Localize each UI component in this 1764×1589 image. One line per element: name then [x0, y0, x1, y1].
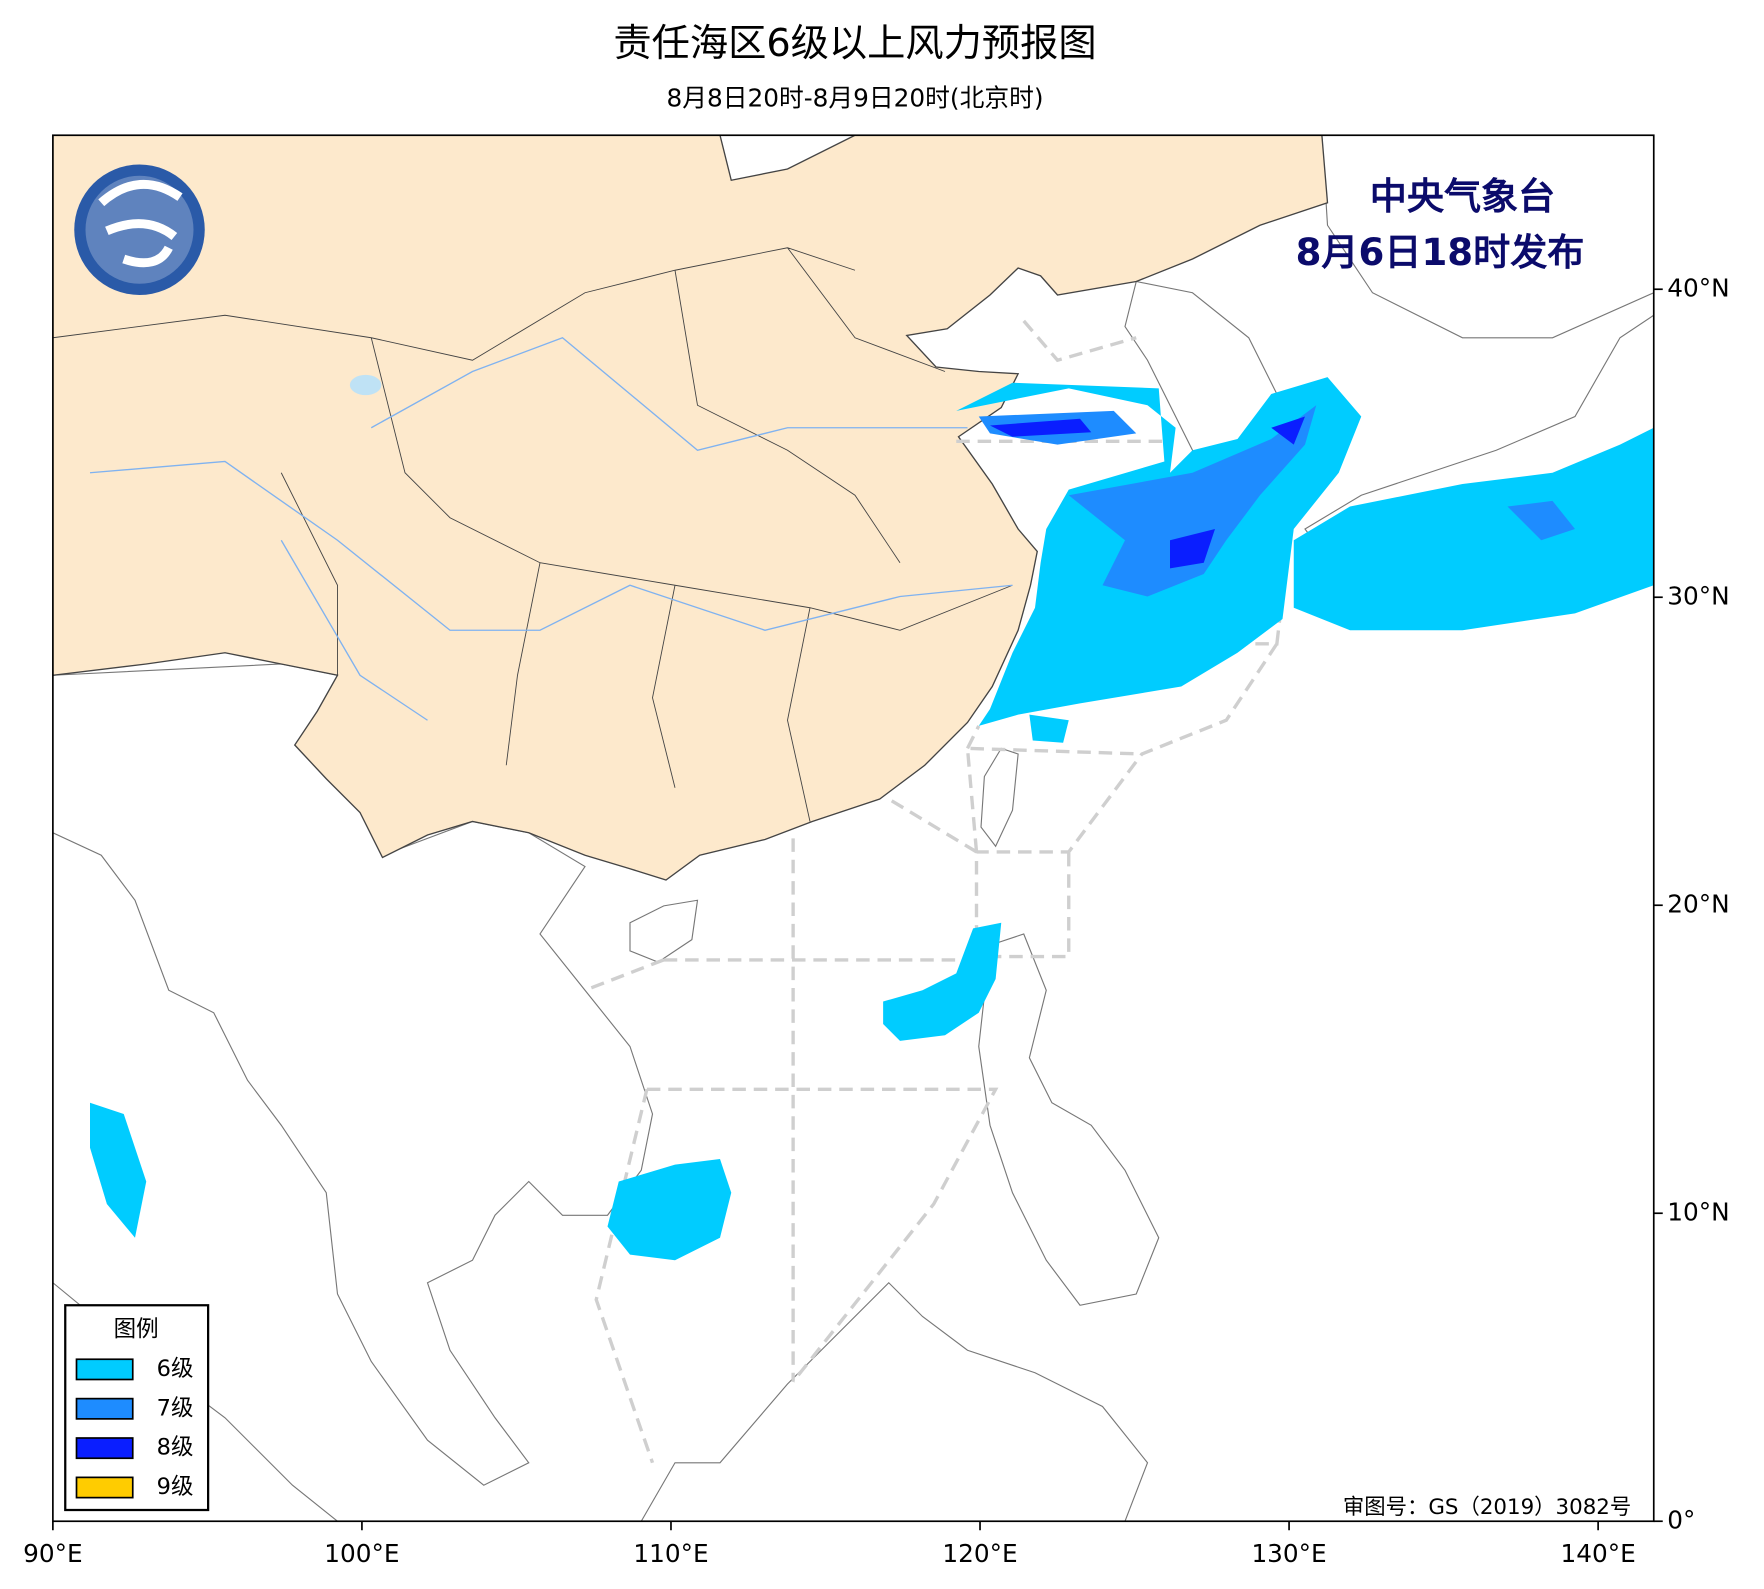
legend-title: 图例	[114, 1317, 159, 1343]
wind-level6-luzon	[883, 922, 1002, 1041]
wind-level6-bengal	[90, 1102, 147, 1238]
legend-label: 6级	[157, 1356, 194, 1382]
x-tick-label: 90°E	[23, 1539, 83, 1568]
y-tick-label: 0°	[1667, 1505, 1695, 1534]
approval-note: 审图号：GS（2019）3082号	[1343, 1495, 1631, 1520]
map-body	[52, 135, 1654, 1522]
legend-swatch	[75, 1397, 134, 1420]
wind-level7	[978, 405, 1317, 597]
philippines	[978, 933, 1160, 1306]
x-tick-label: 100°E	[324, 1539, 399, 1568]
legend-swatch	[75, 1358, 134, 1381]
legend-swatch	[75, 1437, 134, 1460]
wind-level6-japan	[1293, 427, 1654, 631]
wind-level6-taiwan	[1029, 714, 1069, 743]
taiwan	[980, 747, 1019, 848]
legend-label: 8级	[157, 1435, 194, 1461]
legend-label: 9级	[157, 1474, 194, 1500]
x-tick-label: 120°E	[942, 1539, 1017, 1568]
borneo	[640, 1281, 1149, 1522]
x-tick-label: 110°E	[633, 1539, 708, 1568]
y-tick-label: 20°N	[1667, 889, 1729, 918]
legend-label: 7级	[157, 1395, 194, 1421]
china-land	[52, 135, 1329, 881]
logo	[74, 164, 205, 295]
wind-level8	[990, 416, 1305, 569]
indochina	[52, 663, 654, 1486]
y-tick-label: 10°N	[1667, 1197, 1729, 1226]
y-tick-label: 30°N	[1667, 581, 1729, 610]
wind-areas	[90, 377, 1654, 1261]
subtitle: 8月8日20时-8月9日20时(北京时)	[667, 83, 1044, 112]
wind-level7-japan	[1507, 500, 1575, 541]
russia-ne	[1321, 135, 1654, 339]
map-frame	[52, 134, 1655, 1523]
hainan	[629, 899, 699, 963]
lake	[349, 374, 382, 396]
province-borders	[52, 247, 1013, 822]
legend: 图例 6级 7级 8级 9级	[64, 1304, 210, 1512]
issue-time: 8月6日18时发布	[1296, 231, 1585, 274]
rivers	[89, 336, 1013, 721]
legend-swatch	[75, 1476, 134, 1499]
x-tick-label: 140°E	[1560, 1539, 1635, 1568]
x-tick-label: 130°E	[1251, 1539, 1326, 1568]
y-tick-label: 40°N	[1667, 273, 1729, 302]
wind-level6-south	[607, 1159, 732, 1261]
issuer-name: 中央气象台	[1370, 175, 1556, 218]
title: 责任海区6级以上风力预报图	[613, 21, 1096, 66]
